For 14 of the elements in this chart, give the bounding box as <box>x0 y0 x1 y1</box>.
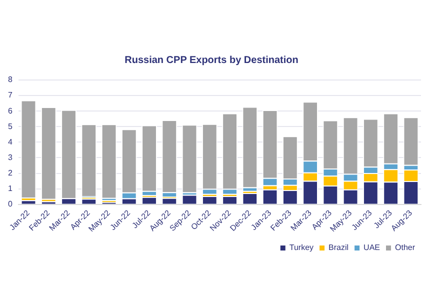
chart-title: Russian CPP Exports by Destination <box>124 54 298 66</box>
legend-label: Turkey <box>289 243 314 252</box>
legend-label: UAE <box>364 243 380 252</box>
y-tick-label: 3 <box>8 152 13 162</box>
y-tick-label: 5 <box>8 122 13 131</box>
y-tick-label: 1 <box>8 184 13 194</box>
legend-label: Brazil <box>328 243 349 252</box>
y-tick-label: 8 <box>8 75 13 84</box>
y-tick-label: 2 <box>8 168 13 178</box>
legend-label: Other <box>394 243 416 252</box>
y-tick-label: 7 <box>8 90 13 100</box>
y-tick-label: 6 <box>8 106 13 116</box>
y-tick-label: 4 <box>8 137 13 146</box>
y-tick-label: 0 <box>8 200 13 209</box>
